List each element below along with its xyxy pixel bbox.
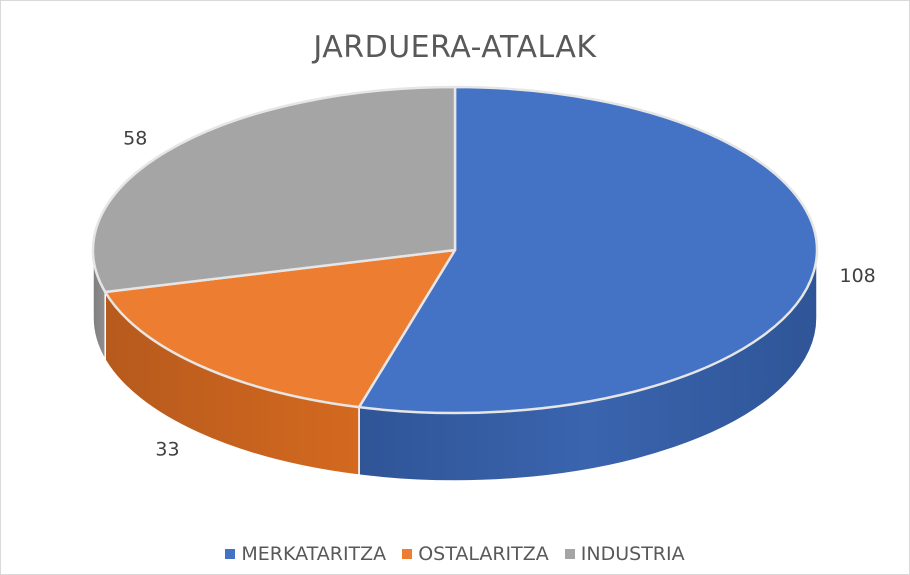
legend-label: MERKATARITZA: [241, 543, 387, 565]
data-label: 58: [123, 127, 147, 149]
legend-swatch: [402, 549, 413, 559]
data-label: 108: [840, 265, 876, 287]
pie-slice: [91, 85, 457, 294]
legend-swatch: [225, 549, 236, 559]
legend-item: OSTALARITZA: [402, 543, 549, 565]
legend-label: OSTALARITZA: [418, 543, 549, 565]
legend-label: INDUSTRIA: [580, 543, 685, 565]
pie-slice: [103, 248, 457, 409]
legend-swatch: [564, 549, 575, 559]
legend: MERKATARITZA OSTALARITZA INDUSTRIA: [0, 543, 910, 565]
chart-title: JARDUERA-ATALAK: [313, 30, 597, 65]
legend-item: MERKATARITZA: [225, 543, 386, 565]
data-label: 33: [155, 438, 179, 460]
pie-slice: [357, 85, 819, 415]
legend-item: INDUSTRIA: [564, 543, 685, 565]
